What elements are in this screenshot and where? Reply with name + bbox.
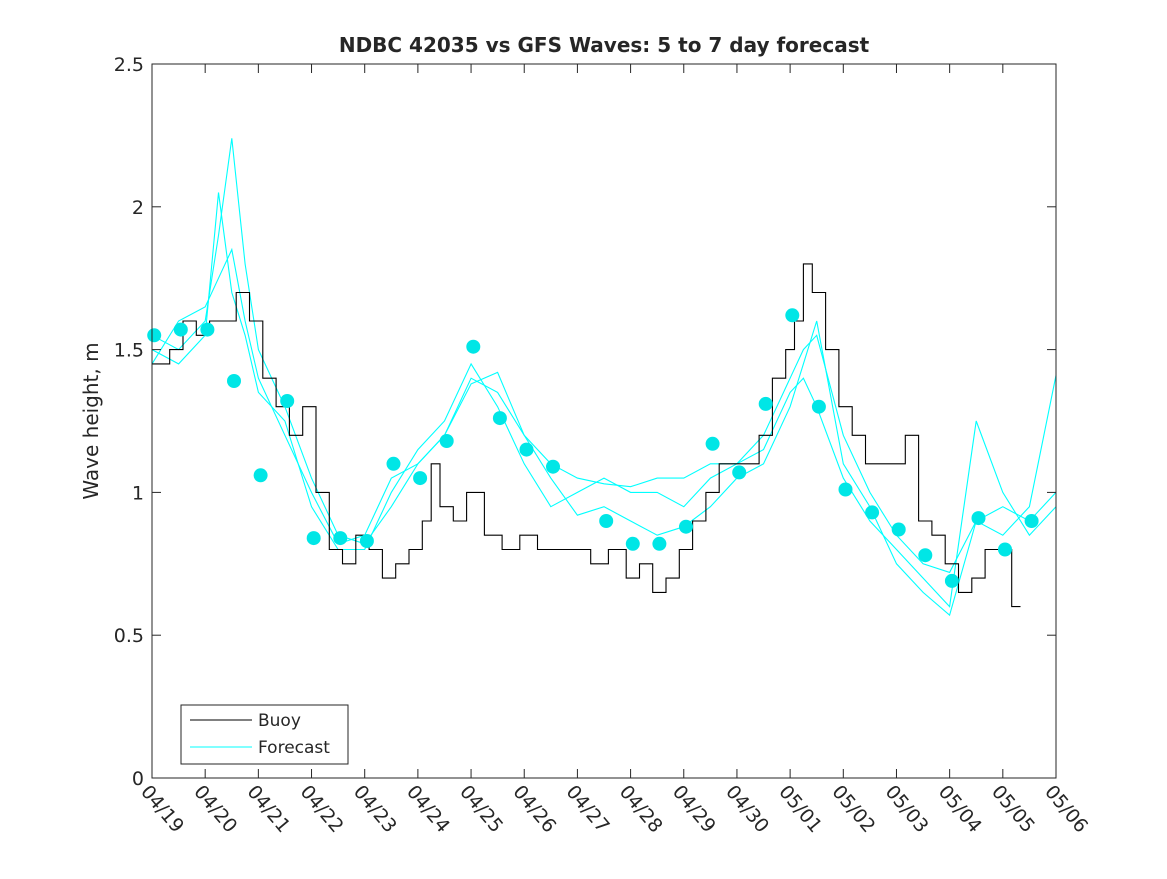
forecast-series-line [151,192,1057,608]
forecast-point [359,534,374,548]
forecast-point [519,442,534,457]
forecast-point [705,436,720,451]
forecast-point [971,511,986,526]
forecast-point [546,459,560,474]
forecast-point [732,465,747,480]
forecast-point [679,519,693,534]
legend-box [180,704,349,765]
plot-area [147,138,1057,617]
legend: Buoy Forecast [180,704,349,765]
forecast-point [200,322,215,337]
forecast-point [838,482,853,497]
forecast-point [413,471,428,486]
y-tick-label: 2 [132,197,144,219]
forecast-point [998,542,1012,557]
forecast-point [811,399,826,414]
forecast-point [147,328,162,343]
forecast-point [333,531,348,546]
forecast-point [227,374,241,388]
forecast-point [492,411,507,426]
forecast-point [891,522,906,537]
chart-title: NDBC 42035 vs GFS Waves: 5 to 7 day fore… [339,33,870,57]
legend-label-forecast: Forecast [258,738,330,758]
y-axis-label: Wave height, m [79,342,103,499]
forecast-series-line [151,247,1057,617]
forecast-point [466,339,481,354]
forecast-point [386,456,401,471]
forecast-point [918,548,933,563]
legend-label-buoy: Buoy [258,711,301,731]
forecast-point [173,322,188,337]
forecast-point [758,396,773,411]
y-tick-label: 1.5 [114,340,144,362]
forecast-point [439,434,454,448]
forecast-point [1024,514,1039,528]
forecast-point [625,536,640,551]
buoy-series-line [152,263,1021,608]
y-tick-label: 0.5 [114,625,144,647]
forecast-point [253,468,268,483]
y-tick-label: 1 [132,482,144,504]
forecast-point [280,394,295,408]
forecast-point [599,514,614,528]
forecast-point [652,536,667,551]
forecast-point [785,308,800,323]
forecast-point [865,505,880,520]
y-tick-label: 2.5 [114,54,144,76]
forecast-point [944,573,959,588]
plot-frame [151,63,1057,779]
forecast-point [306,531,321,546]
y-tick-label: 0 [132,768,144,790]
